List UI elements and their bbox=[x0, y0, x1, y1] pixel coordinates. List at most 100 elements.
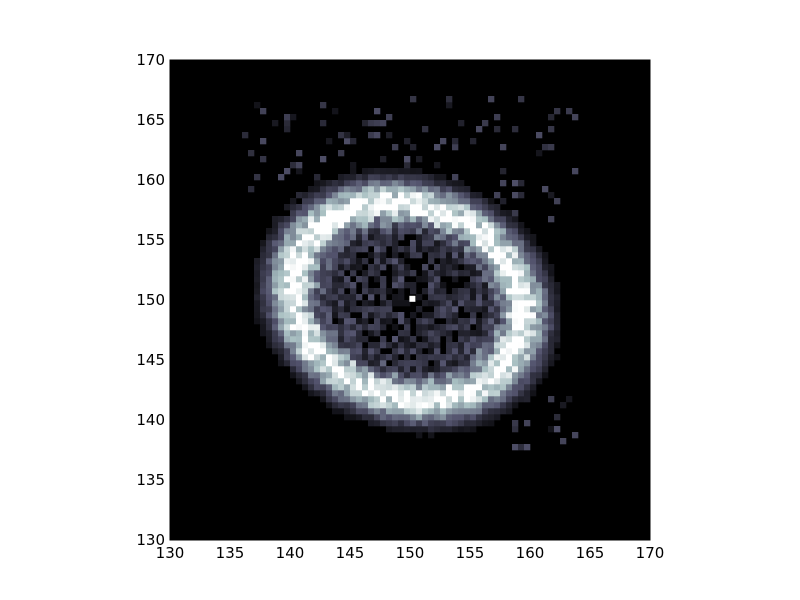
heatmap-cell bbox=[482, 216, 489, 223]
heatmap-cell bbox=[320, 360, 327, 367]
heatmap-cell bbox=[290, 288, 297, 295]
heatmap-cell bbox=[440, 180, 447, 187]
heatmap-cell bbox=[314, 336, 321, 343]
heatmap-cell bbox=[320, 186, 327, 193]
heatmap-cell bbox=[356, 342, 363, 349]
heatmap-cell bbox=[308, 234, 315, 241]
heatmap-cell bbox=[536, 294, 543, 301]
heatmap-cell bbox=[458, 330, 465, 337]
heatmap-cell bbox=[452, 234, 459, 241]
heatmap-cell bbox=[272, 228, 279, 235]
heatmap-cell bbox=[494, 258, 501, 265]
heatmap-cell bbox=[500, 390, 507, 397]
heatmap-cell bbox=[326, 282, 333, 289]
heatmap-cell bbox=[356, 360, 363, 367]
heatmap-cell bbox=[356, 390, 363, 397]
heatmap-cell bbox=[506, 408, 513, 415]
heatmap-cell bbox=[530, 390, 537, 397]
heatmap-cell bbox=[506, 354, 513, 361]
heatmap-cell bbox=[434, 264, 441, 271]
heatmap-cell bbox=[332, 300, 339, 307]
heatmap-cell bbox=[434, 162, 441, 169]
heatmap-cell bbox=[434, 390, 441, 397]
heatmap-cell bbox=[368, 252, 375, 259]
heatmap-cell bbox=[542, 336, 549, 343]
heatmap-cell bbox=[416, 366, 423, 373]
heatmap-cell bbox=[326, 222, 333, 229]
heatmap-cell bbox=[410, 378, 417, 385]
heatmap-cell bbox=[254, 300, 261, 307]
heatmap-cell bbox=[332, 180, 339, 187]
heatmap-cell bbox=[464, 396, 471, 403]
heatmap-cell bbox=[254, 288, 261, 295]
heatmap-cell bbox=[548, 300, 555, 307]
heatmap-cell bbox=[548, 270, 555, 277]
heatmap-cell bbox=[542, 324, 549, 331]
heatmap-cell bbox=[362, 222, 369, 229]
heatmap-cell bbox=[422, 264, 429, 271]
heatmap-cell bbox=[386, 168, 393, 175]
heatmap-cell bbox=[476, 276, 483, 283]
heatmap-cell bbox=[428, 186, 435, 193]
heatmap-cell bbox=[392, 174, 399, 181]
heatmap-cell bbox=[476, 210, 483, 217]
heatmap-cell bbox=[296, 246, 303, 253]
heatmap-cell bbox=[506, 312, 513, 319]
heatmap-cell bbox=[380, 216, 387, 223]
heatmap-cell bbox=[440, 360, 447, 367]
heatmap-cell bbox=[434, 222, 441, 229]
heatmap-cell bbox=[374, 168, 381, 175]
heatmap-cell bbox=[302, 348, 309, 355]
heatmap-cell bbox=[272, 330, 279, 337]
heatmap-cell bbox=[290, 300, 297, 307]
heatmap-cell bbox=[404, 252, 411, 259]
heatmap-cell bbox=[374, 246, 381, 253]
heatmap-cell bbox=[260, 264, 267, 271]
heatmap-cell bbox=[386, 312, 393, 319]
heatmap-cell bbox=[314, 192, 321, 199]
heatmap-cell bbox=[416, 378, 423, 385]
heatmap-cell bbox=[440, 288, 447, 295]
heatmap-cell bbox=[260, 246, 267, 253]
heatmap-cell bbox=[368, 396, 375, 403]
heatmap-cell bbox=[416, 228, 423, 235]
heatmap-cell bbox=[308, 222, 315, 229]
heatmap-cell bbox=[434, 228, 441, 235]
heatmap-cell bbox=[416, 360, 423, 367]
heatmap-cell bbox=[356, 240, 363, 247]
heatmap-cell bbox=[482, 324, 489, 331]
heatmap-cell bbox=[500, 276, 507, 283]
heatmap-cell bbox=[464, 270, 471, 277]
heatmap-cell bbox=[566, 108, 573, 115]
heatmap-cell bbox=[314, 246, 321, 253]
heatmap-cell bbox=[482, 306, 489, 313]
heatmap-cell bbox=[338, 240, 345, 247]
heatmap-cell bbox=[344, 174, 351, 181]
heatmap-cell bbox=[278, 306, 285, 313]
heatmap-cell bbox=[398, 408, 405, 415]
heatmap-cell bbox=[392, 264, 399, 271]
heatmap-cell bbox=[440, 330, 447, 337]
heatmap-cell bbox=[362, 270, 369, 277]
heatmap-cell bbox=[350, 396, 357, 403]
heatmap-cell bbox=[296, 216, 303, 223]
heatmap-cell bbox=[374, 318, 381, 325]
heatmap-cell bbox=[296, 300, 303, 307]
heatmap-cell bbox=[344, 342, 351, 349]
heatmap-cell bbox=[368, 216, 375, 223]
heatmap-cell bbox=[326, 390, 333, 397]
heatmap-cell bbox=[452, 294, 459, 301]
heatmap-cell bbox=[512, 252, 519, 259]
heatmap-cell bbox=[470, 306, 477, 313]
heatmap-cell bbox=[446, 312, 453, 319]
heatmap-cell bbox=[398, 300, 405, 307]
heatmap-cell bbox=[362, 312, 369, 319]
heatmap-cell bbox=[446, 318, 453, 325]
heatmap-cell bbox=[452, 300, 459, 307]
heatmap-cell bbox=[410, 336, 417, 343]
heatmap-cell bbox=[446, 240, 453, 247]
heatmap-cell bbox=[296, 222, 303, 229]
heatmap-cell bbox=[512, 180, 519, 187]
heatmap-cell bbox=[512, 378, 519, 385]
heatmap-cell bbox=[530, 276, 537, 283]
